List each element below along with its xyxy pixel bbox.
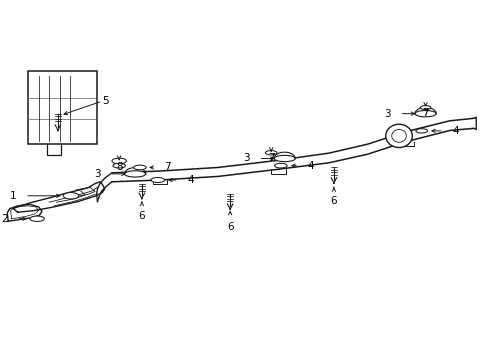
Text: 7: 7 [164, 162, 170, 172]
Ellipse shape [414, 111, 435, 117]
Text: 3: 3 [384, 109, 390, 119]
Ellipse shape [63, 193, 79, 199]
Text: 2: 2 [1, 214, 8, 224]
Ellipse shape [385, 124, 411, 148]
Bar [27, 71, 97, 144]
Ellipse shape [274, 163, 286, 168]
Ellipse shape [419, 105, 430, 109]
Text: 4: 4 [187, 175, 193, 185]
Ellipse shape [151, 177, 164, 183]
Text: 3: 3 [94, 169, 101, 179]
Ellipse shape [133, 165, 146, 170]
Text: 3: 3 [243, 153, 249, 163]
Ellipse shape [415, 129, 427, 133]
Text: 6: 6 [330, 196, 337, 206]
Ellipse shape [265, 150, 276, 155]
Text: 7: 7 [267, 153, 274, 163]
Text: 6: 6 [226, 222, 233, 231]
Ellipse shape [113, 163, 125, 168]
Text: 1: 1 [10, 191, 17, 201]
Text: 7: 7 [422, 108, 428, 118]
Text: 4: 4 [452, 126, 458, 136]
Text: 8: 8 [116, 162, 122, 172]
Ellipse shape [112, 158, 126, 164]
Ellipse shape [273, 155, 295, 162]
Text: 4: 4 [307, 161, 314, 171]
Ellipse shape [124, 171, 145, 177]
Text: 6: 6 [138, 211, 145, 221]
Text: 5: 5 [102, 96, 109, 106]
Ellipse shape [30, 216, 44, 221]
